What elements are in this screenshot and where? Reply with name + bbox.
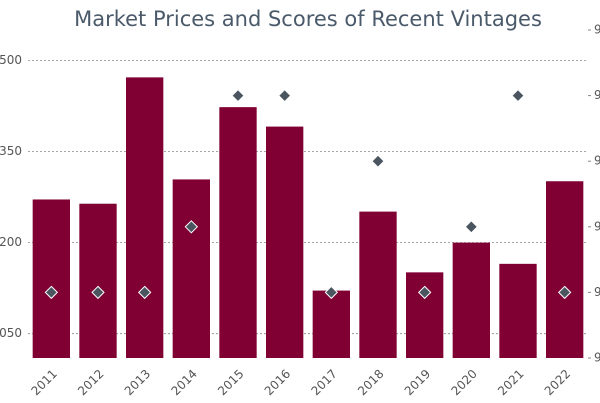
score-marker: [511, 88, 525, 103]
bar: [406, 272, 444, 358]
bar: [452, 242, 490, 358]
score-marker: [371, 154, 385, 168]
x-tick-label: 2019: [402, 367, 433, 398]
bar: [32, 199, 70, 358]
chart-title: Market Prices and Scores of Recent Vinta…: [74, 7, 542, 31]
x-tick-label: 2017: [308, 367, 339, 398]
y2-tick-label: 92: [594, 351, 600, 365]
score-marker: [324, 285, 339, 300]
y2-tick-label: 95: [594, 154, 600, 168]
x-tick-label: 2015: [215, 367, 246, 398]
score-marker: [557, 285, 572, 300]
score-marker: [137, 285, 152, 300]
x-tick-label: 2011: [28, 367, 59, 398]
x-tick-label: 2021: [495, 367, 526, 398]
y2-tick-label: 96: [594, 88, 600, 102]
x-tick-label: 2022: [542, 367, 573, 398]
x-tick-label: 2014: [168, 367, 199, 398]
bar: [126, 77, 164, 358]
bar: [172, 179, 210, 358]
score-marker: [277, 88, 292, 103]
y-tick-label: 1350: [0, 144, 22, 158]
score-marker: [417, 285, 432, 300]
bar: [79, 203, 117, 358]
bar: [312, 290, 350, 358]
x-tick-label: 2016: [262, 367, 293, 398]
bar: [546, 181, 584, 358]
bar: [219, 107, 257, 358]
y-tick-label: 1200: [0, 235, 22, 249]
score-marker: [91, 285, 105, 300]
y-tick-label: 1050: [0, 326, 22, 340]
x-tick-label: 2020: [448, 367, 479, 398]
x-tick-label: 2012: [75, 367, 106, 398]
y-tick-label: 1500: [0, 53, 22, 67]
y2-tick-label: 97: [594, 23, 600, 37]
y2-tick-label: 94: [594, 219, 600, 233]
bar: [359, 211, 397, 358]
y2-tick-label: 93: [594, 285, 600, 299]
score-marker: [464, 220, 479, 234]
score-marker: [231, 88, 245, 103]
bar: [499, 263, 537, 358]
x-tick-label: 2013: [122, 367, 153, 398]
bar: [266, 126, 304, 358]
x-tick-label: 2018: [355, 367, 386, 398]
score-marker: [44, 285, 59, 300]
score-marker: [184, 220, 199, 234]
